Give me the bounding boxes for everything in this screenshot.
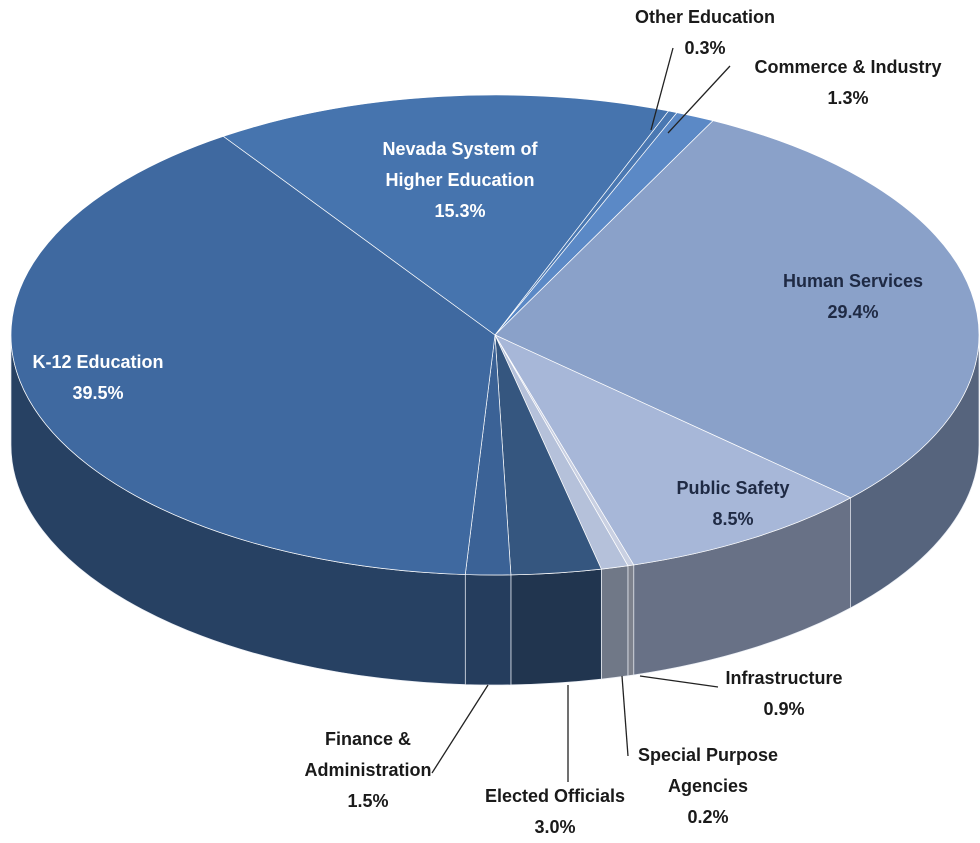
slice-label: Finance & Administration 1.5%	[298, 724, 438, 817]
slice-value: 8.5%	[712, 509, 754, 529]
pie-tops	[10, 94, 980, 576]
slice-name: Nevada System of Higher Education	[382, 139, 538, 190]
slice-value: 1.5%	[347, 791, 389, 811]
slice-label: Commerce & Industry 1.3%	[728, 52, 968, 114]
slice-label: K-12 Education 39.5%	[8, 347, 188, 409]
leader-line	[667, 65, 731, 134]
slice-name: Infrastructure	[725, 668, 843, 688]
pie-side	[627, 564, 635, 677]
slice-value: 39.5%	[72, 383, 124, 403]
slice-name: Elected Officials	[484, 786, 626, 806]
slice-name: Human Services	[782, 271, 924, 291]
pie-side	[601, 565, 629, 680]
slice-name: Public Safety	[676, 478, 790, 498]
slice-value: 29.4%	[827, 302, 879, 322]
leader-line	[650, 47, 674, 131]
leader-line	[639, 675, 719, 688]
slice-label: Special Purpose Agencies 0.2%	[633, 740, 783, 833]
slice-label: Infrastructure 0.9%	[709, 663, 859, 725]
pie-side	[464, 574, 512, 686]
pie-slice	[494, 334, 852, 566]
pie-slice	[10, 135, 496, 575]
slice-name: Finance & Administration	[304, 729, 432, 780]
slice-value: 0.3%	[684, 38, 726, 58]
slice-value: 3.0%	[534, 817, 576, 837]
leader-lines	[431, 47, 731, 782]
pie-slice	[222, 94, 670, 336]
leader-line	[431, 684, 489, 774]
slice-name: K-12 Education	[32, 352, 164, 372]
slice-label: Nevada System of Higher Education 15.3%	[365, 134, 555, 227]
slice-value: 15.3%	[434, 201, 486, 221]
pie-sides	[10, 334, 980, 686]
pie-side	[510, 568, 602, 686]
leader-line	[621, 675, 629, 757]
slice-name: Commerce & Industry	[754, 57, 942, 77]
slice-label: Public Safety 8.5%	[643, 473, 823, 535]
slice-label: Other Education 0.3%	[605, 2, 805, 64]
slice-name: Special Purpose Agencies	[637, 745, 779, 796]
slice-name: Other Education	[634, 7, 775, 27]
slice-value: 0.2%	[687, 807, 729, 827]
slice-value: 1.3%	[827, 88, 869, 108]
slice-label: Elected Officials 3.0%	[470, 781, 640, 843]
pie-slice	[494, 120, 980, 499]
slice-value: 0.9%	[763, 699, 805, 719]
slice-label: Human Services 29.4%	[753, 266, 953, 328]
